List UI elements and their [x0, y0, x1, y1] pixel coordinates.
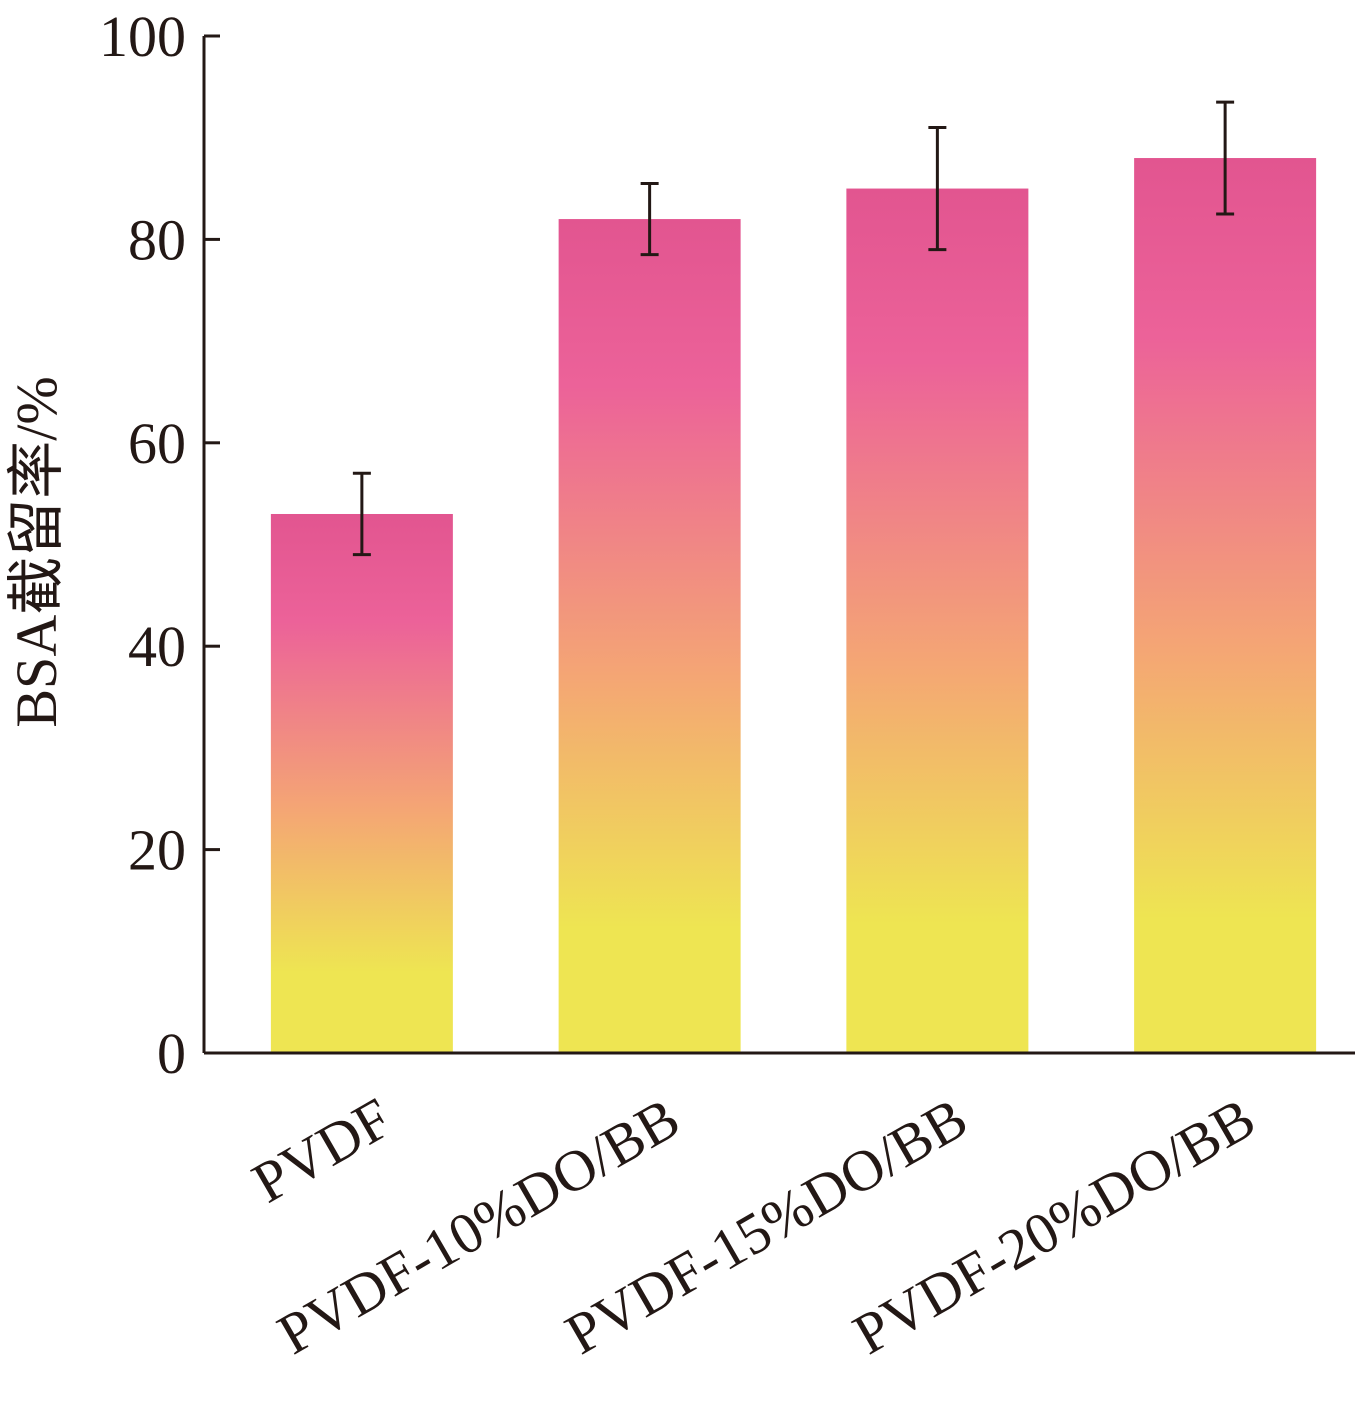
bars-group	[270, 158, 1317, 1054]
x-tick-label: PVDF	[241, 1085, 402, 1215]
y-axis: 0 20 40 60 80 100	[99, 4, 220, 1086]
error-bars-group	[352, 100, 1235, 557]
x-axis: PVDFPVDF-10%DO/BBPVDF-15%DO/BBPVDF-20%DO…	[204, 1051, 1355, 1367]
y-tick-label: 0	[157, 1021, 186, 1086]
y-axis-title: BSA截留率/%	[4, 376, 69, 727]
bar-pvdf-20-do-bb	[1134, 158, 1317, 1054]
bar-pvdf	[270, 513, 453, 1053]
y-tick-label: 20	[128, 818, 186, 883]
y-tick-label: 80	[128, 207, 186, 272]
y-tick-label: 100	[99, 4, 186, 69]
bar-pvdf-10-do-bb	[558, 219, 741, 1053]
y-tick-label: 60	[128, 411, 186, 476]
bar-pvdf-15-do-bb	[846, 188, 1029, 1054]
y-tick-label: 40	[128, 614, 186, 679]
